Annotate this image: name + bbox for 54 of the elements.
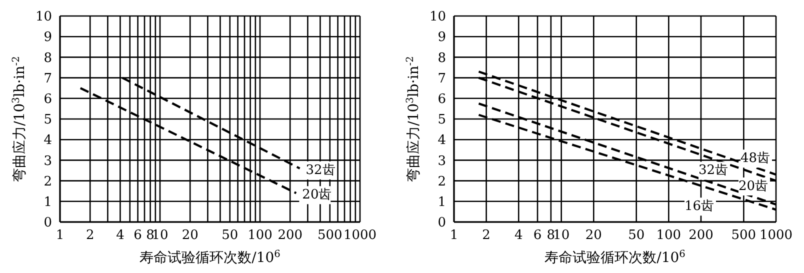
x-tick-label: 50 [628,228,645,244]
x-axis-title: 寿命试验循环次数/10$^{6}$ [544,248,686,266]
x-tick-label: 8 [146,228,154,244]
y-tick-label: 6 [438,92,446,108]
y-tick-label: 7 [44,71,52,86]
x-tick-label: 1000 [759,228,793,244]
y-tick-label: 9 [438,30,446,46]
y-tick-label: 4 [438,133,446,148]
y-tick-label: 5 [44,112,52,128]
x-tick-label: 50 [222,228,238,244]
series-label: 32齿 [698,163,728,178]
y-tick-label: 3 [44,154,52,169]
y-tick-label: 0 [44,216,52,231]
x-tick-label: 1 [450,228,458,244]
x-tick-label: 10 [553,228,570,244]
x-tick-label: 20 [182,228,198,244]
y-tick-label: 8 [44,50,52,66]
x-tick-label: 6 [533,228,542,244]
x-axis-title: 寿命试验循环次数/10$^{6}$ [140,248,280,266]
x-tick-label: 6 [134,228,142,244]
y-tick-label: 6 [44,92,52,108]
x-tick-label: 500 [317,228,342,244]
x-tick-label: 4 [116,228,124,244]
y-tick-label: 1 [438,195,446,210]
x-tick-label: 500 [731,228,756,244]
x-tick-label: 4 [514,228,523,244]
y-tick-label: 4 [44,133,52,148]
y-tick-label: 10 [429,10,446,25]
x-tick-label: 20 [585,228,602,244]
y-tick-label: 7 [438,71,446,86]
x-tick-label: 2 [482,228,490,244]
x-tick-label: 1 [56,228,64,244]
y-tick-label: 10 [35,10,52,25]
x-tick-label: 100 [248,228,272,244]
x-tick-label: 10 [152,228,168,244]
y-tick-label: 3 [438,154,446,169]
series-label: 20齿 [302,188,332,203]
y-tick-label: 2 [44,174,52,190]
series-label: 48齿 [740,150,770,166]
y-tick-label: 0 [438,216,446,231]
x-tick-label: 2 [86,228,94,244]
y-tick-label: 9 [44,30,52,46]
series-label: 32齿 [306,162,336,178]
x-tick-label: 1000 [343,228,377,244]
y-tick-label: 1 [44,195,52,210]
x-tick-label: 8 [546,228,556,244]
series-label: 20齿 [738,178,768,194]
x-tick-label: 200 [688,228,714,244]
x-tick-label: 200 [278,228,303,244]
y-tick-label: 5 [438,112,446,128]
y-tick-label: 2 [438,174,446,190]
y-tick-label: 8 [438,50,446,66]
x-tick-label: 100 [656,228,682,244]
series-label: 16齿 [684,199,714,214]
